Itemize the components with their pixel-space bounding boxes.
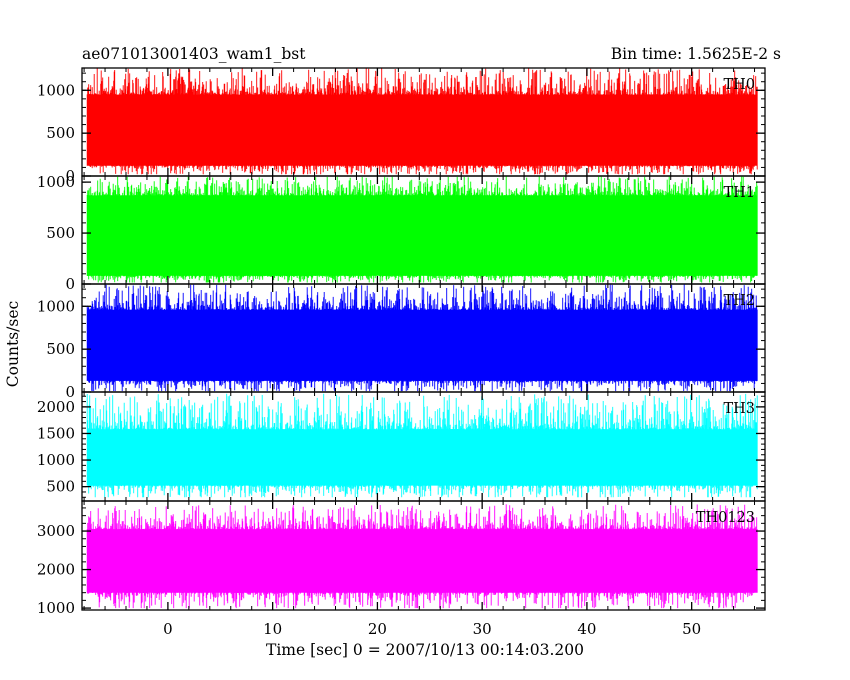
panel-label-th2: TH2 [723, 293, 755, 309]
series-th1-trace [86, 176, 758, 283]
panel-th0: 0 500 1000 TH0 [37, 67, 766, 185]
panel-label-th0: TH0 [723, 77, 755, 93]
series-th2-trace [86, 284, 758, 392]
y-tick-label: 2000 [37, 398, 75, 416]
y-tick-label: 500 [46, 340, 75, 358]
x-tick-label: 50 [682, 620, 701, 638]
y-tick-label: 1500 [37, 424, 75, 442]
y-tick-label: 500 [46, 478, 75, 496]
chart-title: ae071013001403_wam1_bst [82, 45, 306, 63]
panel-frame [81, 500, 766, 611]
y-axis-label: Counts/sec [4, 301, 22, 387]
y-tick-label: 0 [65, 383, 75, 401]
panel-th3: 500 1000 1500 2000 TH3 [37, 391, 766, 502]
x-tick-label: 40 [577, 620, 596, 638]
series-th0-trace [86, 68, 758, 175]
x-tick-label: 10 [263, 620, 282, 638]
y-tick-label: 0 [65, 275, 75, 293]
y-tick-label: 1000 [37, 173, 75, 191]
y-tick-label: 1000 [37, 599, 75, 617]
y-tick-label: 1000 [37, 451, 75, 469]
panel-label-th0123: TH0123 [696, 510, 755, 526]
series-th0123-trace [86, 504, 758, 609]
y-tick-label: 0 [65, 167, 75, 185]
panels-group: 0 500 1000 TH0 0 500 1000 TH1 0 500 1000 TH2 500 1000… [37, 67, 766, 617]
x-tick-label: 30 [473, 620, 492, 638]
bin-time-label: Bin time: 1.5625E-2 s [611, 45, 781, 63]
y-tick-label: 1000 [37, 297, 75, 315]
y-tick-label: 2000 [37, 561, 75, 579]
y-tick-label: 1000 [37, 81, 75, 99]
y-tick-label: 500 [46, 124, 75, 142]
panel-th1: 0 500 1000 TH1 [37, 173, 766, 293]
x-axis: 0 10 20 30 40 50 [163, 620, 701, 638]
y-tick-label: 500 [46, 224, 75, 242]
x-tick-label: 0 [163, 620, 173, 638]
series-th3-trace [86, 393, 758, 498]
y-tick-label: 3000 [37, 522, 75, 540]
panel-label-th1: TH1 [723, 185, 755, 201]
panel-label-th3: TH3 [723, 401, 755, 417]
x-axis-label: Time [sec] 0 = 2007/10/13 00:14:03.200 [266, 641, 584, 659]
panel-th0123: 1000 2000 3000 TH0123 [37, 500, 766, 617]
panel-th2: 0 500 1000 TH2 [37, 283, 766, 401]
x-tick-label: 20 [368, 620, 387, 638]
